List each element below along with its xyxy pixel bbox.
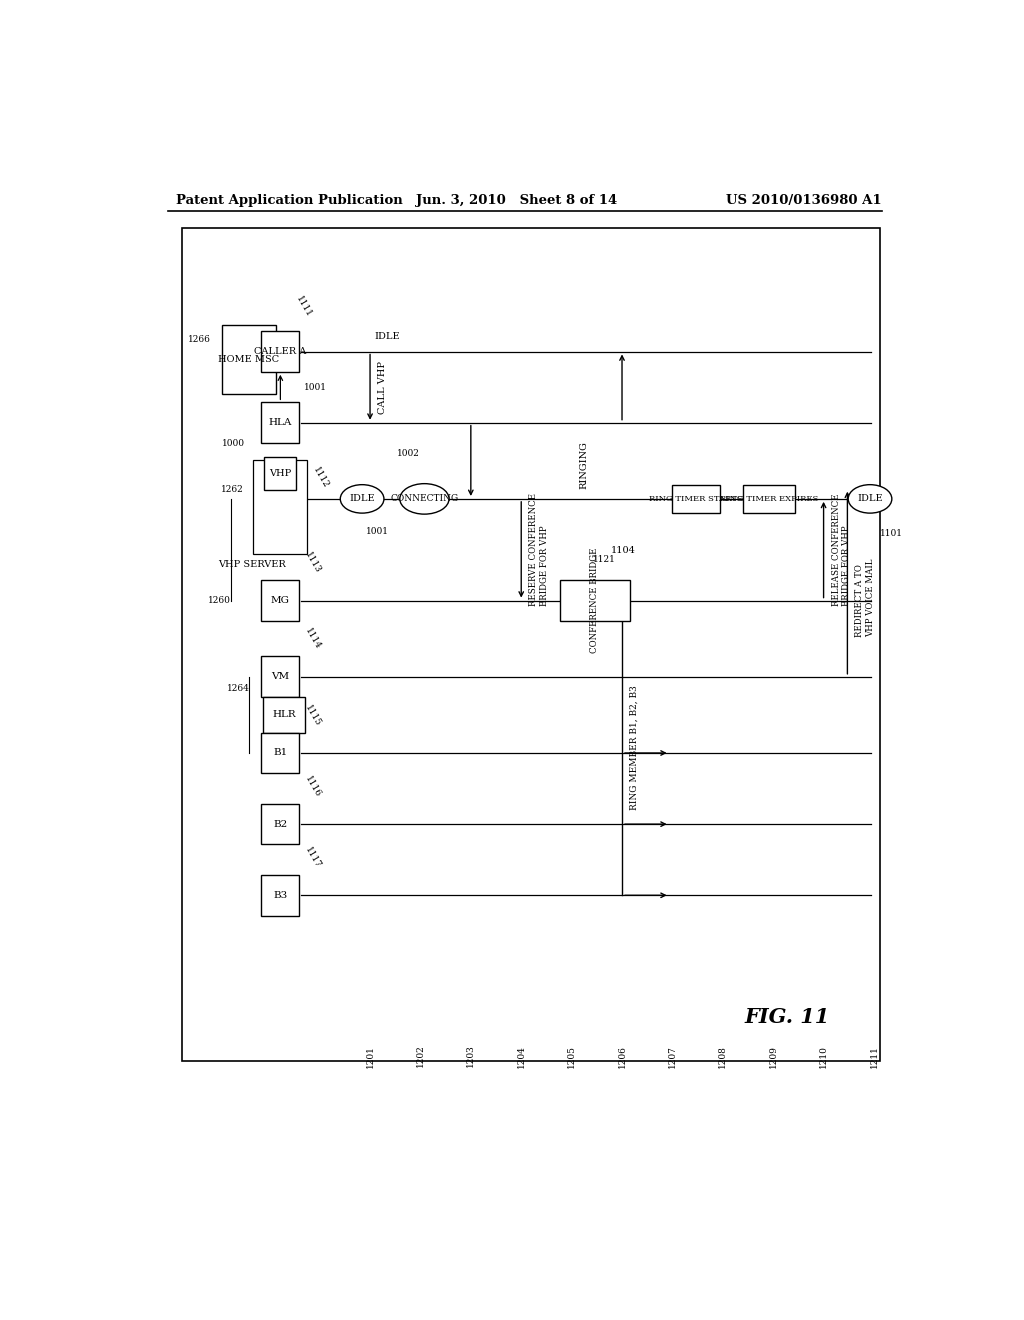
FancyBboxPatch shape	[263, 697, 305, 733]
Text: 1264: 1264	[226, 684, 250, 693]
Text: RING MEMBER B1, B2, B3: RING MEMBER B1, B2, B3	[630, 685, 639, 810]
Text: 1210: 1210	[819, 1044, 828, 1068]
FancyBboxPatch shape	[743, 484, 795, 513]
Text: 1208: 1208	[718, 1044, 727, 1068]
FancyBboxPatch shape	[261, 733, 299, 774]
Text: 1266: 1266	[187, 335, 211, 343]
Text: CONNECTING: CONNECTING	[390, 495, 459, 503]
Text: 1002: 1002	[397, 449, 420, 458]
Text: B1: B1	[273, 748, 288, 758]
Text: 1114: 1114	[303, 627, 323, 651]
FancyBboxPatch shape	[261, 403, 299, 444]
FancyBboxPatch shape	[264, 457, 296, 490]
FancyBboxPatch shape	[673, 484, 720, 513]
Text: 1117: 1117	[303, 846, 323, 870]
Text: 1101: 1101	[880, 529, 902, 539]
Text: 1260: 1260	[208, 597, 231, 605]
Text: VHP SERVER: VHP SERVER	[218, 561, 286, 569]
Text: 1121: 1121	[593, 556, 615, 565]
Text: 1206: 1206	[617, 1044, 627, 1068]
Text: US 2010/0136980 A1: US 2010/0136980 A1	[726, 194, 882, 207]
FancyBboxPatch shape	[261, 804, 299, 845]
Text: Jun. 3, 2010   Sheet 8 of 14: Jun. 3, 2010 Sheet 8 of 14	[416, 194, 617, 207]
Text: RESERVE CONFERENCE
BRIDGE FOR VHP: RESERVE CONFERENCE BRIDGE FOR VHP	[529, 494, 549, 606]
Text: 1115: 1115	[303, 704, 323, 727]
Text: VM: VM	[271, 672, 290, 681]
Text: B2: B2	[273, 820, 288, 829]
Text: IDLE: IDLE	[374, 333, 399, 342]
Text: IDLE: IDLE	[857, 495, 883, 503]
Text: Patent Application Publication: Patent Application Publication	[176, 194, 402, 207]
Text: 1209: 1209	[769, 1044, 777, 1068]
Text: 1203: 1203	[466, 1044, 475, 1068]
Text: 1202: 1202	[416, 1044, 425, 1068]
Text: HLR: HLR	[272, 710, 296, 719]
Text: VHPSCF: VHPSCF	[260, 537, 300, 546]
Text: 1111: 1111	[295, 294, 314, 319]
FancyBboxPatch shape	[261, 656, 299, 697]
FancyBboxPatch shape	[261, 581, 299, 620]
Ellipse shape	[399, 483, 449, 513]
FancyBboxPatch shape	[221, 325, 275, 395]
Text: RING TIMER STARTS: RING TIMER STARTS	[649, 495, 743, 503]
Text: 1204: 1204	[517, 1044, 525, 1068]
FancyBboxPatch shape	[261, 875, 299, 916]
Text: 1113: 1113	[303, 550, 323, 576]
Text: CALL VHP: CALL VHP	[378, 360, 387, 413]
Text: RELEASE CONFERENCE
BRIDGE FOR VHP: RELEASE CONFERENCE BRIDGE FOR VHP	[831, 494, 851, 606]
Bar	[182, 227, 881, 1061]
Text: 1104: 1104	[610, 545, 636, 554]
Text: RING TIMER EXPIRES: RING TIMER EXPIRES	[720, 495, 818, 503]
Text: 1205: 1205	[567, 1044, 577, 1068]
FancyBboxPatch shape	[261, 331, 299, 372]
Text: CALLER A: CALLER A	[254, 347, 306, 356]
Text: VHP: VHP	[268, 469, 292, 477]
Text: 1201: 1201	[366, 1044, 375, 1068]
Text: CONFERENCE BRIDGE: CONFERENCE BRIDGE	[590, 548, 599, 653]
Text: RINGING: RINGING	[580, 441, 589, 488]
Text: B3: B3	[273, 891, 288, 900]
Text: VHP: VHP	[269, 469, 292, 478]
Text: 1262: 1262	[221, 484, 244, 494]
Text: 1000: 1000	[222, 440, 246, 447]
Text: 1112: 1112	[311, 466, 331, 490]
Text: REDIRECT A TO
VHP VOICE MAIL: REDIRECT A TO VHP VOICE MAIL	[855, 558, 874, 638]
Text: 1001: 1001	[304, 383, 328, 392]
Text: MG: MG	[271, 597, 290, 605]
Text: FIG. 11: FIG. 11	[744, 1007, 829, 1027]
Text: 1207: 1207	[668, 1044, 677, 1068]
Text: IDLE: IDLE	[349, 495, 375, 503]
Text: 1264: 1264	[229, 374, 253, 381]
FancyBboxPatch shape	[253, 461, 307, 554]
Ellipse shape	[340, 484, 384, 513]
Text: HOME MSC: HOME MSC	[218, 355, 280, 364]
Text: 1001: 1001	[367, 528, 389, 536]
Text: HLA: HLA	[268, 418, 292, 428]
Text: 1116: 1116	[303, 775, 323, 799]
Text: 1211: 1211	[869, 1044, 879, 1068]
Ellipse shape	[848, 484, 892, 513]
FancyBboxPatch shape	[560, 581, 630, 620]
